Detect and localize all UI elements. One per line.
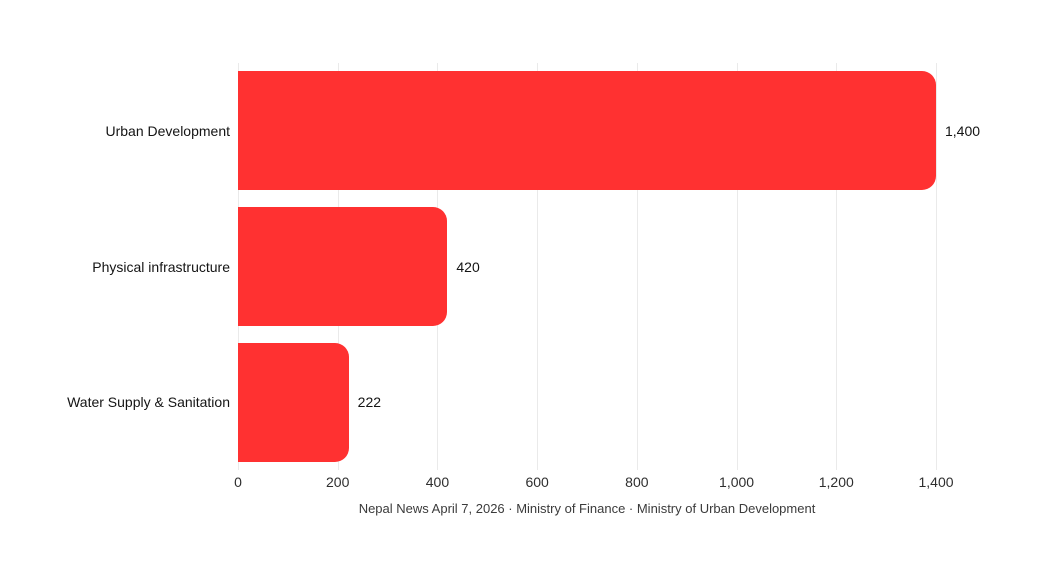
bar-water-supply-sanitation[interactable] (238, 342, 349, 462)
value-label-water-supply-sanitation: 222 (357, 394, 382, 411)
gridline-600 (537, 63, 539, 470)
x-tick-label-1200: 1,200 (818, 474, 854, 490)
x-tick-label-0: 0 (234, 474, 242, 490)
chart-source-caption: Nepal News April 7, 2026 · Ministry of F… (358, 501, 816, 516)
gridline-1200 (836, 63, 838, 470)
gridline-1400 (936, 63, 937, 470)
category-label-water-supply-sanitation: Water Supply & Sanitation (67, 394, 230, 411)
bar-physical-infrastructure[interactable] (238, 207, 448, 326)
value-label-physical-infrastructure: 420 (456, 258, 480, 275)
value-label-urban-development: 1,400 (945, 122, 981, 139)
gridline-1000 (736, 63, 738, 470)
x-tick-label-400: 400 (425, 474, 450, 490)
category-label-urban-development: Urban Development (105, 122, 230, 139)
x-tick-label-200: 200 (326, 474, 350, 490)
category-label-physical-infrastructure: Physical infrastructure (92, 258, 230, 275)
x-tick-label-800: 800 (625, 474, 649, 490)
x-tick-label-1400: 1,400 (918, 474, 954, 490)
x-tick-label-1000: 1,000 (719, 474, 755, 490)
bar-urban-development[interactable] (238, 71, 936, 191)
gridline-800 (636, 63, 638, 470)
x-tick-label-600: 600 (525, 474, 549, 490)
